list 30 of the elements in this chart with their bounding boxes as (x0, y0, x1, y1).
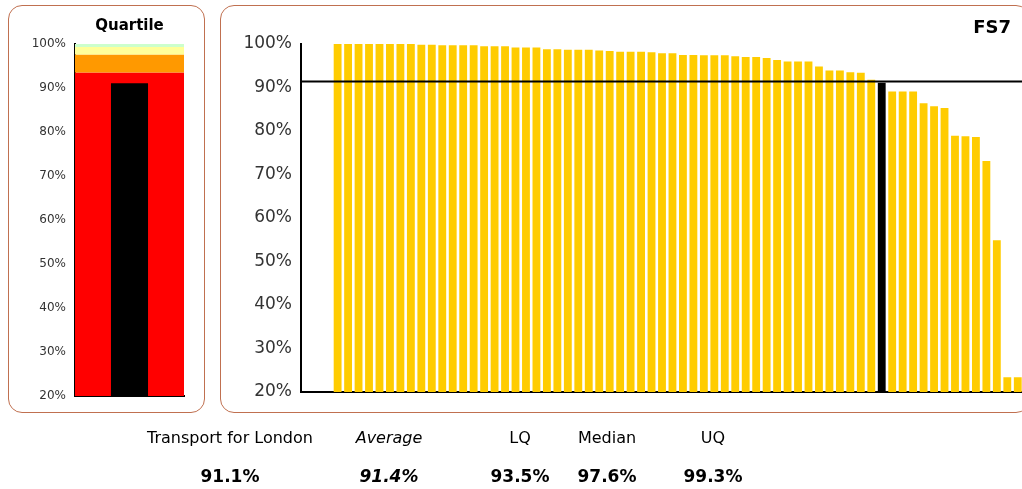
text: Transport for London (147, 428, 313, 447)
text: 99.3% (683, 466, 743, 486)
y-tick-label: 100% (243, 32, 292, 53)
y-tick-label: 80% (39, 124, 66, 139)
y-tick-label: 50% (254, 249, 292, 270)
y-tick-label: 90% (254, 75, 292, 96)
text: UQ (700, 428, 726, 447)
chart-title: FS7 (973, 15, 1011, 37)
y-tick-label: 60% (254, 206, 292, 227)
y-tick-label: 50% (39, 256, 66, 271)
text: 97.6% (577, 466, 637, 486)
y-tick-label: 30% (254, 336, 292, 357)
chart-title: Quartile (95, 15, 164, 34)
text: 91.4% (359, 466, 419, 486)
y-tick-label: 70% (39, 168, 66, 183)
y-tick-label: 70% (254, 162, 292, 183)
text: 93.5% (490, 466, 550, 486)
y-tick-label: 40% (39, 300, 66, 315)
y-tick-label: 30% (39, 344, 66, 359)
text: Average (355, 428, 423, 447)
y-tick-label: 90% (39, 80, 66, 95)
y-tick-label: 20% (39, 388, 66, 403)
text: LQ (509, 428, 531, 447)
text: 91.1% (200, 466, 260, 486)
y-tick-label: 80% (254, 119, 292, 140)
y-tick-label: 40% (254, 293, 292, 314)
y-tick-label: 60% (39, 212, 66, 227)
y-tick-label: 20% (254, 380, 292, 401)
text: Median (577, 428, 637, 447)
y-tick-label: 100% (31, 36, 66, 51)
